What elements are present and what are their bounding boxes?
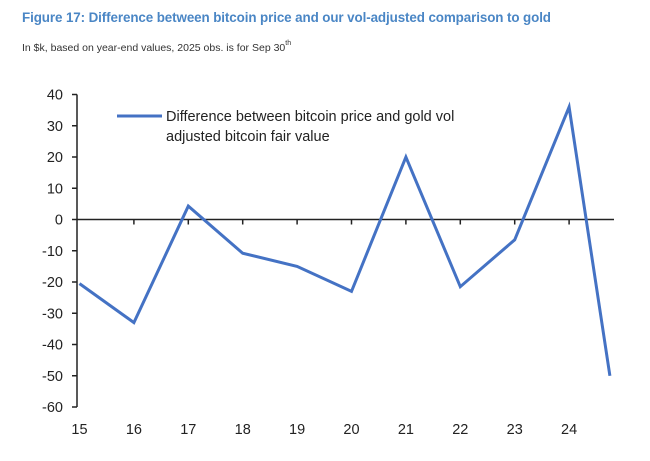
y-tick-label: -60 <box>42 400 63 416</box>
x-tick-label: 16 <box>126 422 142 438</box>
x-tick-label: 17 <box>180 422 196 438</box>
subtitle-text: In $k, based on year-end values, 2025 ob… <box>22 42 286 54</box>
subtitle-superscript: th <box>285 40 292 47</box>
series-group <box>78 101 612 377</box>
y-tick-label: 10 <box>47 181 63 197</box>
y-tick-label: 0 <box>55 213 63 229</box>
x-tick-label: 24 <box>561 422 577 438</box>
y-axis-ticks: 40 30 20 10 0 -10 -20 -30 -40 -50 -60 <box>42 88 77 416</box>
x-tick-label: 15 <box>71 422 87 438</box>
figure-title: Figure 17: Difference between bitcoin pr… <box>22 10 551 25</box>
y-tick-label: 40 <box>47 88 63 104</box>
series-line <box>78 101 612 377</box>
x-tick-label: 22 <box>452 422 468 438</box>
x-tick-label: 20 <box>343 422 359 438</box>
y-tick-label: -20 <box>42 275 63 291</box>
x-tick-label: 18 <box>235 422 251 438</box>
legend: Difference between bitcoin price and gol… <box>117 109 454 145</box>
figure-subtitle: In $k, based on year-end values, 2025 ob… <box>22 40 291 54</box>
legend-label-line-1: Difference between bitcoin price and gol… <box>166 109 454 125</box>
x-axis-ticks: 15 16 17 18 19 20 21 22 23 24 <box>71 219 577 438</box>
y-tick-label: -50 <box>42 369 63 385</box>
y-tick-label: -30 <box>42 306 63 322</box>
x-tick-label: 19 <box>289 422 305 438</box>
y-tick-label: 30 <box>47 119 63 135</box>
x-tick-label: 23 <box>507 422 523 438</box>
y-tick-label: 20 <box>47 150 63 166</box>
y-tick-label: -40 <box>42 338 63 354</box>
y-tick-label: -10 <box>42 244 63 260</box>
legend-label-line-2: adjusted bitcoin fair value <box>166 129 330 145</box>
x-tick-label: 21 <box>398 422 414 438</box>
